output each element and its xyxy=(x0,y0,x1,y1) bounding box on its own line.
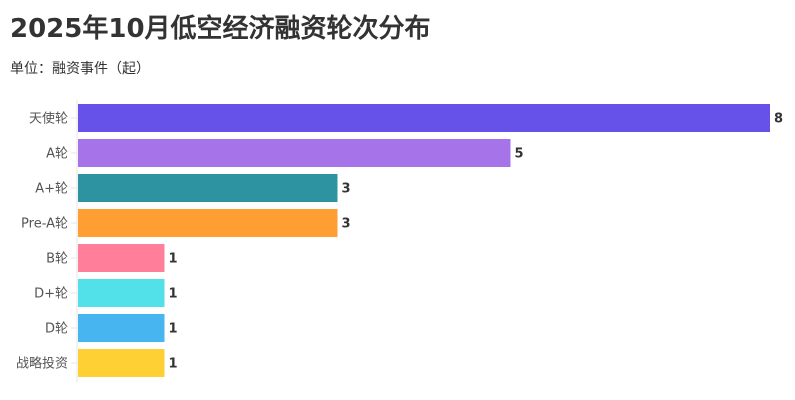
bar xyxy=(78,104,770,132)
data-label: 5 xyxy=(515,147,524,162)
data-label: 3 xyxy=(342,182,351,197)
data-label: 1 xyxy=(169,287,178,302)
category-label: Pre-A轮 xyxy=(21,217,68,232)
category-label: A轮 xyxy=(46,147,68,162)
chart-title: 2025年10月低空经济融资轮次分布 xyxy=(10,14,431,44)
data-label: 1 xyxy=(169,252,178,267)
bar xyxy=(78,349,165,377)
category-label: 天使轮 xyxy=(29,111,68,127)
category-label: D轮 xyxy=(45,322,68,337)
category-label: A+轮 xyxy=(35,182,68,197)
bar xyxy=(78,174,338,202)
data-label: 3 xyxy=(342,217,351,232)
chart-subtitle: 单位：融资事件（起） xyxy=(10,61,150,77)
category-label: 战略投资 xyxy=(16,356,68,372)
bar xyxy=(78,209,338,237)
bar xyxy=(78,314,165,342)
bar xyxy=(78,279,165,307)
category-label: B轮 xyxy=(46,252,68,267)
data-label: 1 xyxy=(169,357,178,372)
data-label: 1 xyxy=(169,322,178,337)
bar xyxy=(78,244,165,272)
data-label: 8 xyxy=(774,112,783,127)
category-label: D+轮 xyxy=(34,287,68,302)
bar xyxy=(78,139,511,167)
